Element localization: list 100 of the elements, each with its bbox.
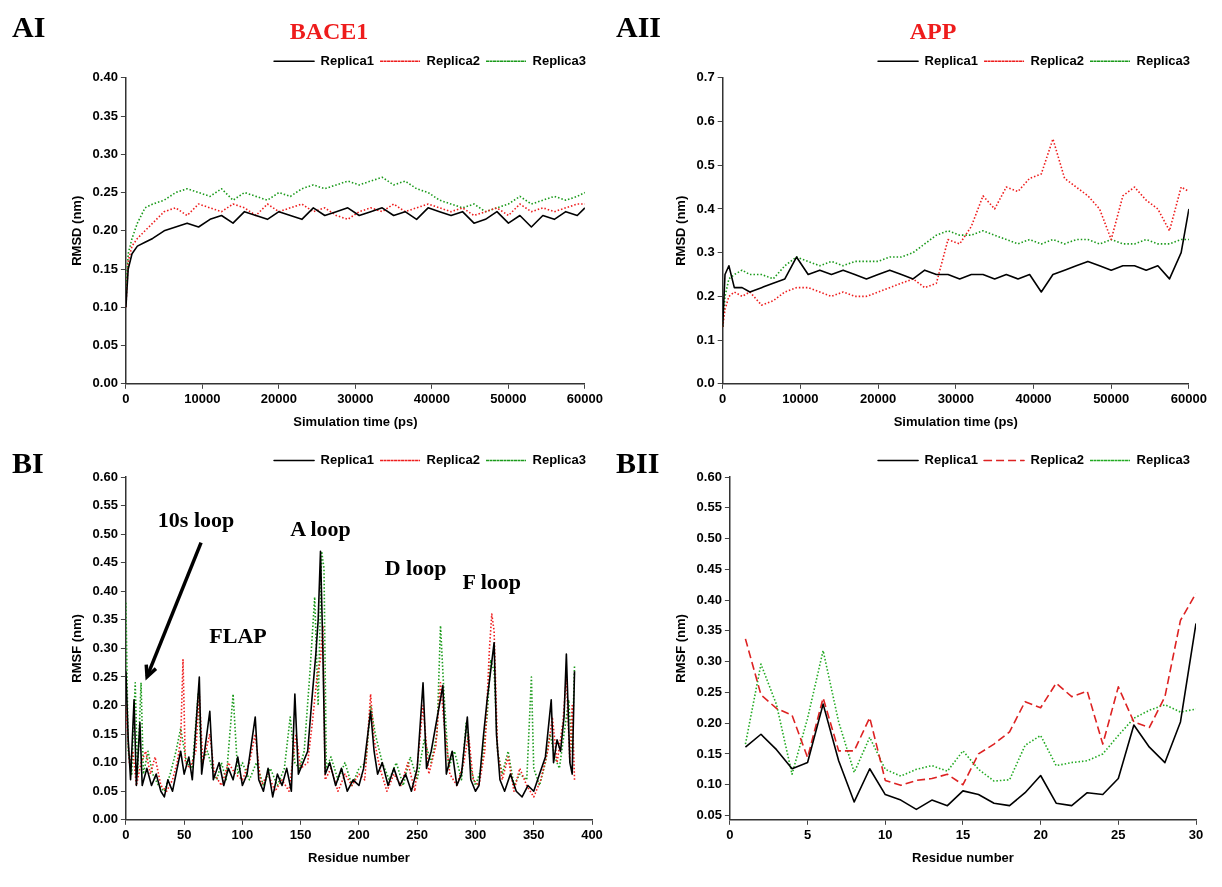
legend-label: Replica1 <box>924 452 979 468</box>
x-tick-label: 10 <box>878 827 893 843</box>
x-tick-label: 60000 <box>1170 391 1207 407</box>
y-axis-title: RMSF (nm) <box>673 614 689 683</box>
x-tick-label: 5 <box>803 827 812 843</box>
y-tick-label: 0.0 <box>696 375 715 391</box>
x-tick-label: 0 <box>122 391 130 407</box>
annotation: 10s loop <box>157 507 235 533</box>
y-tick-label: 0.50 <box>696 530 722 546</box>
text: BII <box>616 445 660 479</box>
y-tick-label: 0.1 <box>696 331 715 347</box>
x-axis-title: Residue number <box>308 849 410 865</box>
y-tick-label: 0.05 <box>92 337 118 353</box>
legend-label: Replica3 <box>532 452 587 468</box>
y-tick-label: 0.05 <box>92 782 118 798</box>
y-tick-label: 0.15 <box>92 260 118 276</box>
chart-title: BACE1 <box>289 17 369 44</box>
y-tick-label: 0.35 <box>92 107 118 123</box>
y-tick-label: 0.40 <box>92 582 118 598</box>
legend-label: Replica2 <box>1030 452 1085 468</box>
annotation: F loop <box>462 568 522 594</box>
x-tick-label: 50000 <box>490 391 527 407</box>
y-tick-label: 0.25 <box>696 683 722 699</box>
x-axis-title: Simulation time (ps) <box>293 413 418 429</box>
legend-label: Replica2 <box>426 452 481 468</box>
y-tick-label: 0.6 <box>696 113 715 129</box>
y-tick-label: 0.20 <box>696 714 722 730</box>
x-tick-label: 30000 <box>337 391 374 407</box>
legend-label: Replica3 <box>532 52 587 68</box>
y-tick-label: 0.30 <box>92 145 118 161</box>
line-series <box>125 613 576 798</box>
x-tick-label: 20 <box>1033 827 1048 843</box>
y-tick-label: 0.00 <box>92 811 118 827</box>
x-axis-title: Residue number <box>912 849 1014 865</box>
x-tick-label: 25 <box>1111 827 1126 843</box>
x-tick-label: 30000 <box>937 391 974 407</box>
y-tick-label: 0.60 <box>92 468 118 484</box>
x-tick-label: 40000 <box>413 391 450 407</box>
legend-label: Replica1 <box>924 52 979 68</box>
x-tick-label: 20000 <box>260 391 297 407</box>
y-tick-label: 0.7 <box>696 69 715 85</box>
y-tick-label: 0.20 <box>92 697 118 713</box>
y-tick-label: 0.40 <box>696 591 722 607</box>
legend-label: Replica1 <box>320 52 375 68</box>
y-tick-label: 0.5 <box>696 156 715 172</box>
y-tick-label: 0.30 <box>696 653 722 669</box>
x-tick-label: 250 <box>406 827 429 843</box>
y-tick-label: 0.3 <box>696 244 715 260</box>
x-tick-label: 0 <box>726 827 734 843</box>
text: AI <box>12 9 46 43</box>
x-tick-label: 0 <box>719 391 727 407</box>
y-tick-label: 0.45 <box>92 554 118 570</box>
x-tick-label: 40000 <box>1015 391 1052 407</box>
x-tick-label: 60000 <box>566 391 603 407</box>
legend-label: Replica3 <box>1136 52 1191 68</box>
line-series <box>722 138 1189 328</box>
y-tick-label: 0.45 <box>696 560 722 576</box>
x-tick-label: 10000 <box>184 391 221 407</box>
x-axis-title: Simulation time (ps) <box>893 413 1018 429</box>
y-axis-title: RMSD (nm) <box>69 195 85 266</box>
annotation: FLAP <box>209 622 267 648</box>
x-tick-label: 20000 <box>860 391 897 407</box>
x-tick-label: 400 <box>581 827 603 843</box>
y-tick-label: 0.10 <box>92 754 118 770</box>
y-tick-label: 0.35 <box>696 622 722 638</box>
y-axis-title: RMSF (nm) <box>69 614 85 683</box>
y-tick-label: 0.2 <box>696 287 715 303</box>
x-tick-label: 350 <box>522 827 545 843</box>
y-tick-label: 0.10 <box>696 776 722 792</box>
y-tick-label: 0.50 <box>92 525 118 541</box>
x-tick-label: 300 <box>464 827 487 843</box>
y-tick-label: 0.20 <box>92 222 118 238</box>
x-tick-label: 0 <box>122 827 130 843</box>
y-tick-label: 0.60 <box>696 468 722 484</box>
y-tick-label: 0.05 <box>696 807 722 823</box>
x-tick-label: 30 <box>1188 827 1204 843</box>
y-tick-label: 0.25 <box>92 184 118 200</box>
x-tick-label: 15 <box>955 827 971 843</box>
text: BI <box>12 445 44 479</box>
legend-label: Replica3 <box>1136 452 1191 468</box>
chart-title: APP <box>909 17 957 44</box>
x-tick-label: 150 <box>289 827 312 843</box>
legend-label: Replica2 <box>426 52 481 68</box>
annotation: A loop <box>290 515 351 541</box>
y-tick-label: 0.4 <box>696 200 716 216</box>
y-tick-label: 0.55 <box>696 499 722 515</box>
y-tick-label: 0.55 <box>92 497 118 513</box>
y-tick-label: 0.30 <box>92 639 118 655</box>
y-tick-label: 0.00 <box>92 375 118 391</box>
x-tick-label: 200 <box>348 827 370 843</box>
text: AII <box>616 9 662 43</box>
y-tick-label: 0.10 <box>92 298 118 314</box>
annotation: D loop <box>384 555 447 581</box>
y-axis-title: RMSD (nm) <box>673 195 689 266</box>
x-tick-label: 100 <box>231 827 254 843</box>
y-tick-label: 0.35 <box>92 611 118 627</box>
x-tick-label: 50 <box>176 827 192 843</box>
y-tick-label: 0.25 <box>92 668 118 684</box>
y-tick-label: 0.15 <box>696 745 722 761</box>
y-tick-label: 0.15 <box>92 725 118 741</box>
